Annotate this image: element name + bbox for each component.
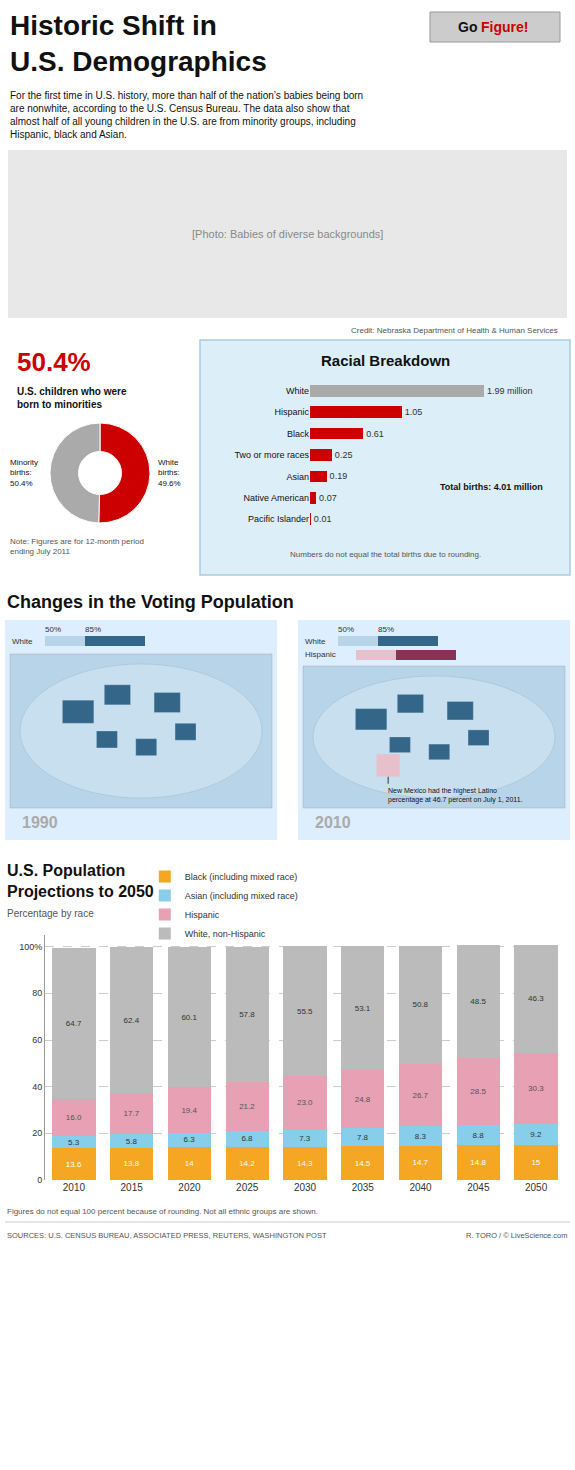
svg-text:Racial Breakdown: Racial Breakdown <box>321 352 450 369</box>
svg-text:46.3: 46.3 <box>528 994 544 1003</box>
svg-text:50.4%: 50.4% <box>17 347 91 377</box>
svg-text:0.61: 0.61 <box>366 429 384 439</box>
svg-text:80: 80 <box>32 988 42 998</box>
svg-text:62.4: 62.4 <box>124 1016 140 1025</box>
svg-text:40: 40 <box>32 1082 42 1092</box>
svg-text:1.99 million: 1.99 million <box>487 386 533 396</box>
svg-text:9.2: 9.2 <box>530 1130 542 1139</box>
svg-text:Percentage by race: Percentage by race <box>7 908 94 919</box>
svg-text:6.8: 6.8 <box>241 1134 253 1143</box>
svg-text:0.01: 0.01 <box>314 514 332 524</box>
svg-text:Hispanic: Hispanic <box>274 407 309 417</box>
svg-text:14: 14 <box>185 1159 194 1168</box>
svg-text:5.8: 5.8 <box>126 1137 138 1146</box>
svg-text:1990: 1990 <box>22 814 58 831</box>
svg-text:2020: 2020 <box>178 1182 201 1193</box>
svg-text:Hispanic: Hispanic <box>305 650 336 659</box>
svg-text:[Photo: Babies of diverse back: [Photo: Babies of diverse backgrounds] <box>192 228 383 240</box>
svg-text:2025: 2025 <box>236 1182 259 1193</box>
svg-text:14.7: 14.7 <box>412 1158 428 1167</box>
svg-text:Changes in the Voting Populati: Changes in the Voting Population <box>7 592 294 612</box>
svg-text:White: White <box>12 637 33 646</box>
svg-text:2045: 2045 <box>467 1182 490 1193</box>
svg-text:14.5: 14.5 <box>355 1159 371 1168</box>
svg-text:13.6: 13.6 <box>66 1160 82 1169</box>
svg-text:2030: 2030 <box>294 1182 317 1193</box>
svg-text:2040: 2040 <box>409 1182 432 1193</box>
svg-text:Minoritybirths:50.4%: Minoritybirths:50.4% <box>10 458 38 488</box>
svg-text:Asian (including mixed race): Asian (including mixed race) <box>185 891 298 901</box>
svg-text:19.4: 19.4 <box>181 1106 197 1115</box>
svg-text:2010: 2010 <box>63 1182 86 1193</box>
svg-text:24.8: 24.8 <box>355 1095 371 1104</box>
svg-text:Figures do not equal 100 perce: Figures do not equal 100 percent because… <box>7 1207 318 1216</box>
svg-text:14.8: 14.8 <box>470 1158 486 1167</box>
svg-text:0.07: 0.07 <box>319 493 337 503</box>
svg-text:50%: 50% <box>338 625 354 634</box>
svg-text:Pacific Islander: Pacific Islander <box>248 514 309 524</box>
svg-text:64.7: 64.7 <box>66 1019 82 1028</box>
svg-text:R. TORO / © LiveScience.com: R. TORO / © LiveScience.com <box>466 1231 568 1240</box>
svg-text:23.0: 23.0 <box>297 1098 313 1107</box>
svg-text:26.7: 26.7 <box>412 1091 428 1100</box>
svg-text:Figure!: Figure! <box>481 19 528 35</box>
svg-text:Numbers do not equal the total: Numbers do not equal the total births du… <box>290 550 481 559</box>
svg-text:U.S. PopulationProjections to: U.S. PopulationProjections to 2050 <box>7 862 154 900</box>
svg-text:8.3: 8.3 <box>415 1132 427 1141</box>
svg-text:85%: 85% <box>378 625 394 634</box>
svg-text:0.25: 0.25 <box>335 450 353 460</box>
svg-text:White: White <box>286 386 309 396</box>
svg-text:Note: Figures are for 12-month: Note: Figures are for 12-month periodend… <box>10 537 144 556</box>
svg-text:0.19: 0.19 <box>330 471 348 481</box>
svg-text:13.8: 13.8 <box>124 1159 140 1168</box>
svg-text:5.3: 5.3 <box>68 1138 80 1147</box>
svg-text:For the first time in U.S. his: For the first time in U.S. history, more… <box>10 90 363 140</box>
svg-text:0: 0 <box>37 1175 42 1185</box>
svg-text:Total births: 4.01 million: Total births: 4.01 million <box>440 482 543 492</box>
svg-text:Hispanic: Hispanic <box>185 910 220 920</box>
svg-text:15: 15 <box>531 1158 540 1167</box>
svg-text:60.1: 60.1 <box>181 1013 197 1022</box>
svg-text:30.3: 30.3 <box>528 1084 544 1093</box>
svg-text:8.8: 8.8 <box>472 1131 484 1140</box>
svg-text:85%: 85% <box>85 625 101 634</box>
svg-text:Credit: Nebraska Department of: Credit: Nebraska Department of Health & … <box>351 326 558 335</box>
svg-text:New Mexico had the highest Lat: New Mexico had the highest Latinopercent… <box>388 787 523 804</box>
svg-text:50.8: 50.8 <box>412 1000 428 1009</box>
svg-text:57.8: 57.8 <box>239 1010 255 1019</box>
svg-text:53.1: 53.1 <box>355 1004 371 1013</box>
svg-text:Black: Black <box>287 429 310 439</box>
svg-text:21.2: 21.2 <box>239 1102 255 1111</box>
svg-text:Asian: Asian <box>286 472 309 482</box>
svg-text:Go: Go <box>458 19 477 35</box>
svg-text:7.3: 7.3 <box>299 1134 311 1143</box>
svg-text:48.5: 48.5 <box>470 997 486 1006</box>
svg-text:20: 20 <box>32 1128 42 1138</box>
svg-text:7.8: 7.8 <box>357 1133 369 1142</box>
svg-text:60: 60 <box>32 1035 42 1045</box>
svg-text:Black (including mixed race): Black (including mixed race) <box>185 872 298 882</box>
svg-text:Historic Shift inU.S. Demograp: Historic Shift inU.S. Demographics <box>10 10 267 77</box>
svg-text:Whitebirths:49.6%: Whitebirths:49.6% <box>158 458 181 488</box>
svg-text:17.7: 17.7 <box>124 1109 140 1118</box>
svg-text:1.05: 1.05 <box>405 407 423 417</box>
svg-text:U.S. children who wereborn to: U.S. children who wereborn to minorities <box>17 386 127 410</box>
svg-text:2015: 2015 <box>121 1182 144 1193</box>
svg-text:16.0: 16.0 <box>66 1113 82 1122</box>
svg-text:14.2: 14.2 <box>239 1159 255 1168</box>
svg-text:2010: 2010 <box>315 814 351 831</box>
svg-text:2050: 2050 <box>525 1182 548 1193</box>
svg-text:28.5: 28.5 <box>470 1087 486 1096</box>
svg-text:2035: 2035 <box>352 1182 375 1193</box>
svg-text:50%: 50% <box>45 625 61 634</box>
svg-text:SOURCES: U.S. CENSUS BUREAU, A: SOURCES: U.S. CENSUS BUREAU, ASSOCIATED … <box>7 1231 327 1240</box>
svg-text:14.3: 14.3 <box>297 1159 313 1168</box>
svg-text:Native American: Native American <box>243 493 309 503</box>
svg-text:White: White <box>305 637 326 646</box>
svg-text:55.5: 55.5 <box>297 1007 313 1016</box>
svg-text:Two or more races: Two or more races <box>234 450 309 460</box>
svg-text:White, non-Hispanic: White, non-Hispanic <box>185 929 266 939</box>
svg-text:100%: 100% <box>19 942 42 952</box>
svg-text:6.3: 6.3 <box>184 1135 196 1144</box>
